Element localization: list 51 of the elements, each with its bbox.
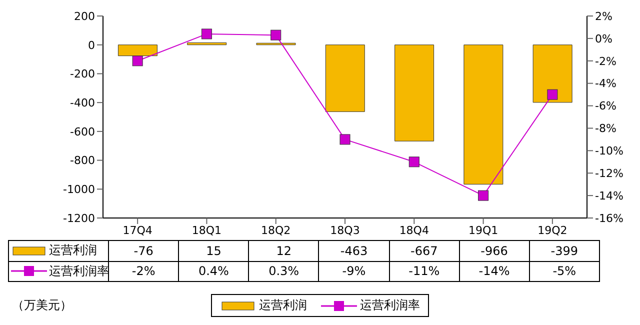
y2-tick-label: -14% <box>595 189 624 202</box>
point <box>478 190 489 201</box>
y2-tick-label: -6% <box>595 100 616 113</box>
x-tick-label: 18Q1 <box>192 224 222 237</box>
x-tick-label: 17Q4 <box>122 224 152 237</box>
x-tick-label: 19Q2 <box>538 224 568 237</box>
y2-tick-label: -10% <box>595 144 624 158</box>
legend-label: 运营利润 <box>48 242 97 259</box>
data-label: 12 <box>248 240 319 261</box>
y-tick-label: -1200 <box>63 212 95 225</box>
y2-tick-label: 0% <box>595 32 612 46</box>
y2-tick-label: -2% <box>595 54 616 68</box>
data-label: -5% <box>529 261 600 282</box>
y-tick-label: -200 <box>70 68 95 81</box>
point <box>132 56 143 66</box>
point <box>201 28 212 40</box>
x-tick-label: 18Q2 <box>261 224 291 237</box>
point <box>547 89 558 100</box>
data-label: 0.3% <box>248 261 319 282</box>
y2-tick-label: -16% <box>595 212 624 225</box>
data-label: -463 <box>318 240 390 261</box>
legend-label: 运营利润率 <box>11 262 109 280</box>
data-label: -9% <box>318 261 390 282</box>
y-tick-label: -600 <box>70 125 95 138</box>
y-tick-label: 200 <box>74 10 95 23</box>
x-tick-label: 18Q4 <box>399 224 429 237</box>
data-label: -11% <box>389 261 460 282</box>
y2-tick-label: -4% <box>595 77 616 90</box>
data-label: -399 <box>529 240 600 261</box>
y2-tick-label: 2% <box>595 10 612 23</box>
y-tick-label: 0 <box>88 38 95 52</box>
text: 运营利润 <box>259 298 307 312</box>
y2-tick-label: -8% <box>595 122 616 136</box>
y-tick-label: -1000 <box>63 183 95 196</box>
x-tick-label: 18Q3 <box>330 224 360 237</box>
data-label: -966 <box>459 240 530 261</box>
data-label: -2% <box>108 261 179 282</box>
y-tick-label: -400 <box>70 96 95 110</box>
point <box>270 30 282 40</box>
data-label: -76 <box>108 240 179 261</box>
data-label: -14% <box>459 261 530 282</box>
data-label: -667 <box>389 240 460 261</box>
text: （万美元） <box>12 297 72 314</box>
y-tick-label: -800 <box>70 154 95 168</box>
y2-tick-label: -12% <box>595 167 624 180</box>
data-label: 15 <box>178 240 249 261</box>
data-label: 0.4% <box>178 261 249 282</box>
text: 运营利润率 <box>360 298 420 312</box>
point <box>340 134 350 145</box>
x-tick-label: 19Q1 <box>468 224 498 237</box>
point <box>408 156 420 168</box>
